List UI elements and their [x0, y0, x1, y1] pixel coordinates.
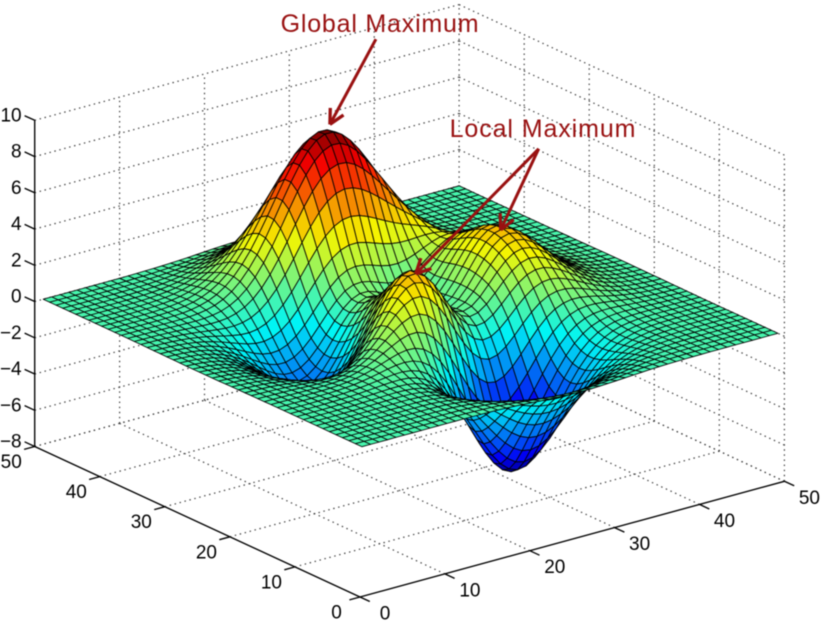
svg-text:20: 20 — [196, 542, 217, 563]
svg-text:10: 10 — [261, 572, 282, 593]
svg-text:0: 0 — [11, 287, 22, 308]
svg-text:Global Maximum: Global Maximum — [281, 10, 480, 38]
svg-text:Local Maximum: Local Maximum — [450, 115, 637, 143]
svg-text:30: 30 — [131, 512, 152, 533]
svg-text:10: 10 — [459, 580, 480, 601]
svg-text:10: 10 — [0, 106, 21, 127]
svg-text:30: 30 — [629, 534, 650, 555]
svg-text:4: 4 — [11, 214, 22, 235]
svg-text:50: 50 — [799, 488, 820, 509]
svg-text:0: 0 — [331, 603, 342, 624]
svg-text:6: 6 — [11, 178, 22, 199]
svg-text:40: 40 — [714, 511, 735, 532]
svg-text:−2: −2 — [0, 323, 22, 344]
svg-text:−4: −4 — [0, 359, 22, 380]
svg-text:−6: −6 — [0, 395, 22, 416]
svg-text:0: 0 — [380, 604, 391, 625]
svg-text:8: 8 — [11, 142, 22, 163]
svg-text:2: 2 — [11, 250, 22, 271]
svg-text:50: 50 — [1, 452, 22, 473]
svg-text:40: 40 — [66, 482, 87, 503]
svg-text:−8: −8 — [0, 432, 22, 453]
svg-text:20: 20 — [544, 557, 565, 578]
